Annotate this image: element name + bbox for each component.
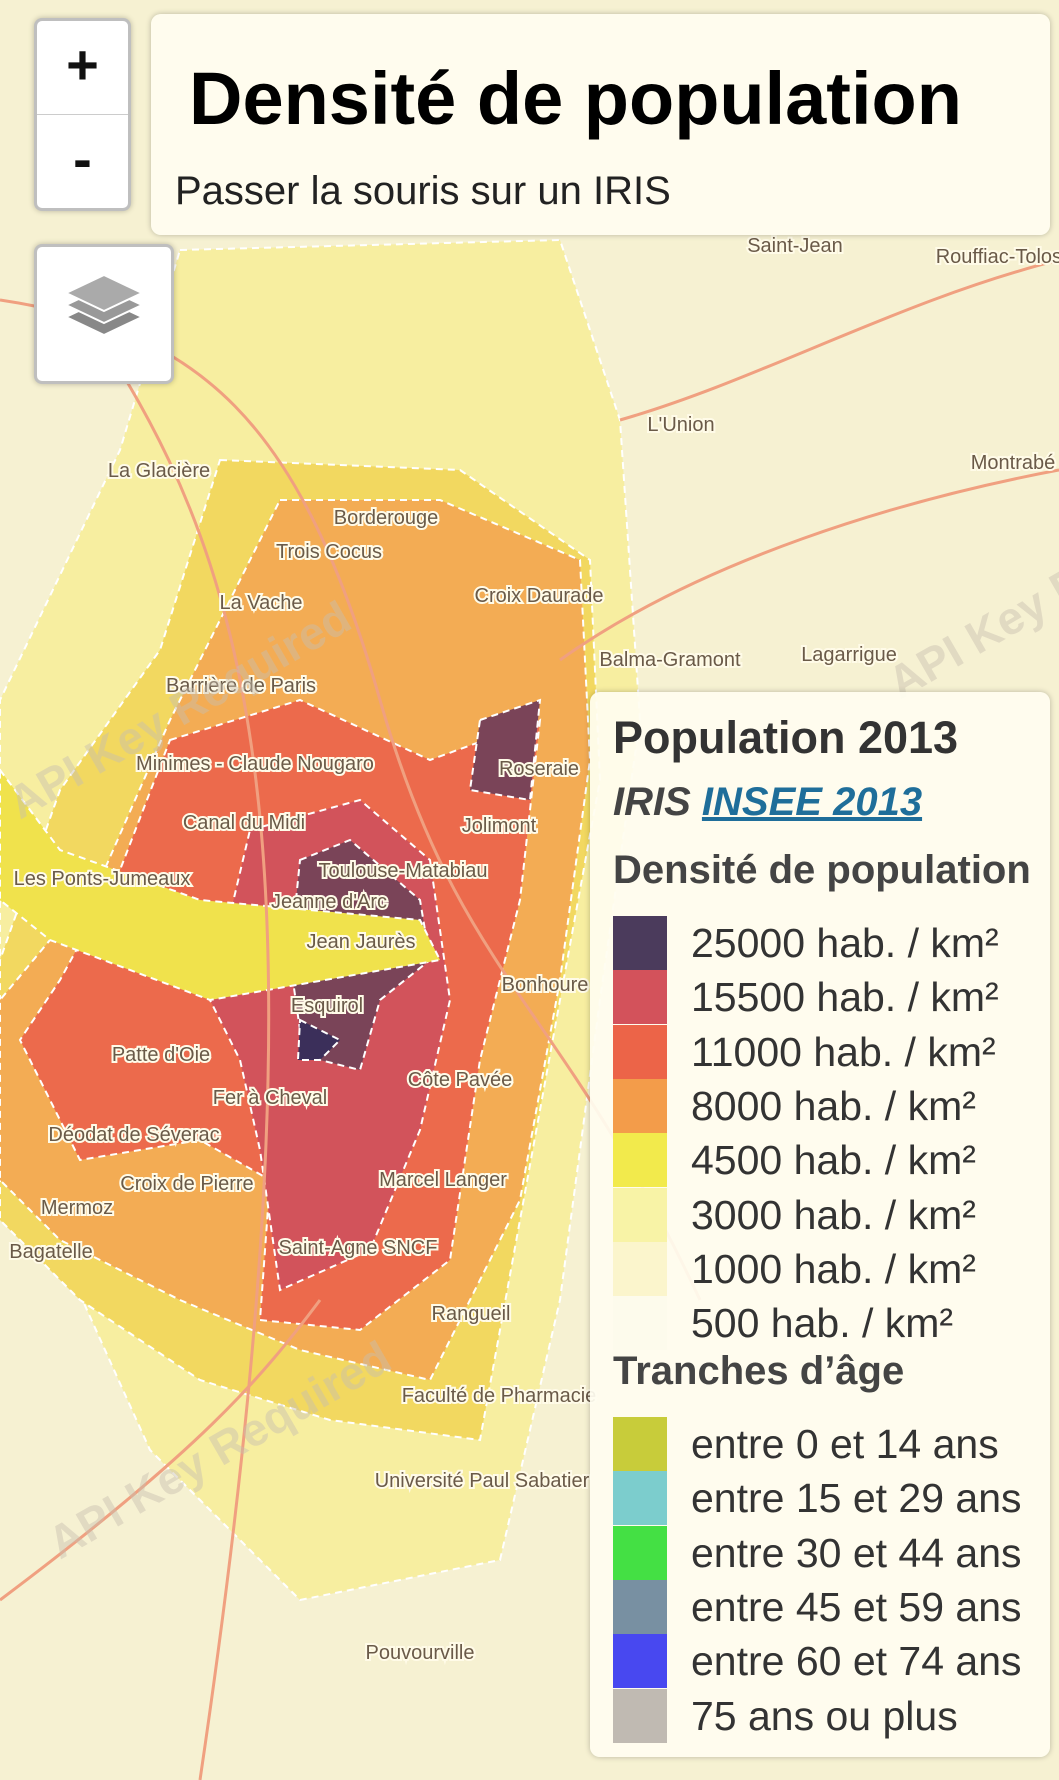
place-label: Jolimont — [462, 815, 537, 837]
legend-swatch — [613, 1187, 667, 1242]
legend-swatch — [613, 1296, 667, 1351]
place-label: La Vache — [219, 592, 302, 614]
place-label: Croix de Pierre — [120, 1173, 253, 1195]
legend-swatch — [613, 1579, 667, 1634]
zoom-control: + - — [34, 18, 131, 211]
map-areas — [0, 238, 642, 1602]
place-label: Université Paul Sabatier — [375, 1470, 590, 1492]
place-label: Marcel Langer — [379, 1169, 507, 1191]
legend-swatch — [613, 1078, 667, 1133]
layers-button[interactable] — [34, 244, 174, 384]
legend-swatch — [613, 1417, 667, 1471]
place-label: Balma-Gramont — [599, 649, 741, 671]
place-label: Fer à Cheval — [213, 1087, 328, 1109]
legend-label: 25000 hab. / km² — [691, 920, 999, 966]
source-prefix: IRIS — [613, 780, 691, 824]
place-label: Déodat de Séverac — [48, 1124, 219, 1146]
place-label: Montrabé — [971, 452, 1056, 474]
subtitle: Passer la souris sur un IRIS — [175, 169, 671, 213]
legend-label: entre 15 et 29 ans — [691, 1475, 1022, 1522]
source-link[interactable]: INSEE 2013 — [701, 780, 923, 824]
place-label: Minimes - Claude Nougaro — [136, 753, 374, 775]
place-label: La Glacière — [108, 460, 210, 482]
legend-swatch — [613, 1024, 667, 1079]
legend-label: entre 30 et 44 ans — [691, 1529, 1022, 1576]
place-label: Rouffiac-Tolosan — [936, 246, 1059, 268]
legend-label: 75 ans ou plus — [691, 1692, 958, 1739]
place-label: Barrière de Paris — [166, 675, 316, 697]
legend-swatch — [613, 1525, 667, 1580]
place-label: Toulouse-Matabiau — [319, 860, 488, 882]
legend-label: 15500 hab. / km² — [691, 974, 999, 1021]
place-label: Pouvourville — [366, 1642, 475, 1664]
age-title: Tranches d’âge — [613, 1349, 905, 1393]
place-label: Bonhoure — [502, 974, 589, 996]
place-label: Roseraie — [499, 758, 579, 780]
legend-swatch — [613, 916, 667, 970]
place-label: Patte d'Oie — [112, 1044, 210, 1066]
place-label: Lagarrigue — [801, 644, 897, 666]
place-label: Jean Jaurès — [307, 931, 416, 953]
place-label: Saint-Agne SNCF — [279, 1237, 438, 1259]
legend-title: Population 2013 — [613, 712, 959, 763]
density-title: Densité de population — [613, 848, 1031, 892]
place-label: Jeanne d'Arc — [271, 891, 387, 913]
legend-label: 3000 hab. / km² — [691, 1191, 976, 1238]
legend-label: 4500 hab. / km² — [691, 1137, 976, 1184]
legend-swatch — [613, 970, 667, 1025]
place-label: Rangueil — [432, 1303, 511, 1325]
place-label: L'Union — [647, 414, 714, 436]
legend-label: entre 60 et 74 ans — [691, 1638, 1022, 1685]
layers-icon — [63, 273, 145, 337]
legend-swatch — [613, 1241, 667, 1296]
place-label: Borderouge — [334, 507, 439, 529]
legend-swatch — [613, 1688, 667, 1743]
place-label: Saint-Jean — [747, 235, 843, 257]
legend-label: 500 hab. / km² — [691, 1300, 954, 1347]
zoom-in[interactable]: + — [66, 33, 99, 96]
place-label: Faculté de Pharmacie — [402, 1385, 597, 1407]
legend-swatch — [613, 1133, 667, 1188]
legend-label: entre 0 et 14 ans — [691, 1421, 999, 1467]
legend-swatch — [613, 1471, 667, 1526]
place-label: Bagatelle — [9, 1241, 92, 1263]
place-label: Trois Cocus — [276, 541, 382, 563]
title: Densité de population — [189, 57, 962, 140]
place-label: Canal du Midi — [183, 812, 305, 834]
legend-label: entre 45 et 59 ans — [691, 1583, 1022, 1630]
legend-source: IRIS INSEE 2013 — [613, 780, 922, 825]
zoom-out[interactable]: - — [37, 114, 128, 208]
legend-label: 11000 hab. / km² — [691, 1028, 996, 1075]
place-label: Mermoz — [41, 1197, 113, 1219]
title-panel: Densité de population Passer la souris s… — [151, 14, 1050, 235]
legend: Population 2013 IRIS INSEE 2013 Densité … — [590, 692, 1050, 1757]
place-label: Côte Pavée — [408, 1069, 513, 1091]
place-label: Les Ponts-Jumeaux — [14, 868, 191, 890]
legend-swatch — [613, 1634, 667, 1689]
legend-label: 1000 hab. / km² — [691, 1245, 976, 1292]
place-labels: Saint-Jean L'Union La Glacière Borderouge Tr… — [7, 233, 1059, 1666]
place-label: Esquirol — [291, 995, 363, 1017]
legend-label: 8000 hab. / km² — [691, 1082, 976, 1129]
place-label: Croix Daurade — [475, 585, 604, 607]
